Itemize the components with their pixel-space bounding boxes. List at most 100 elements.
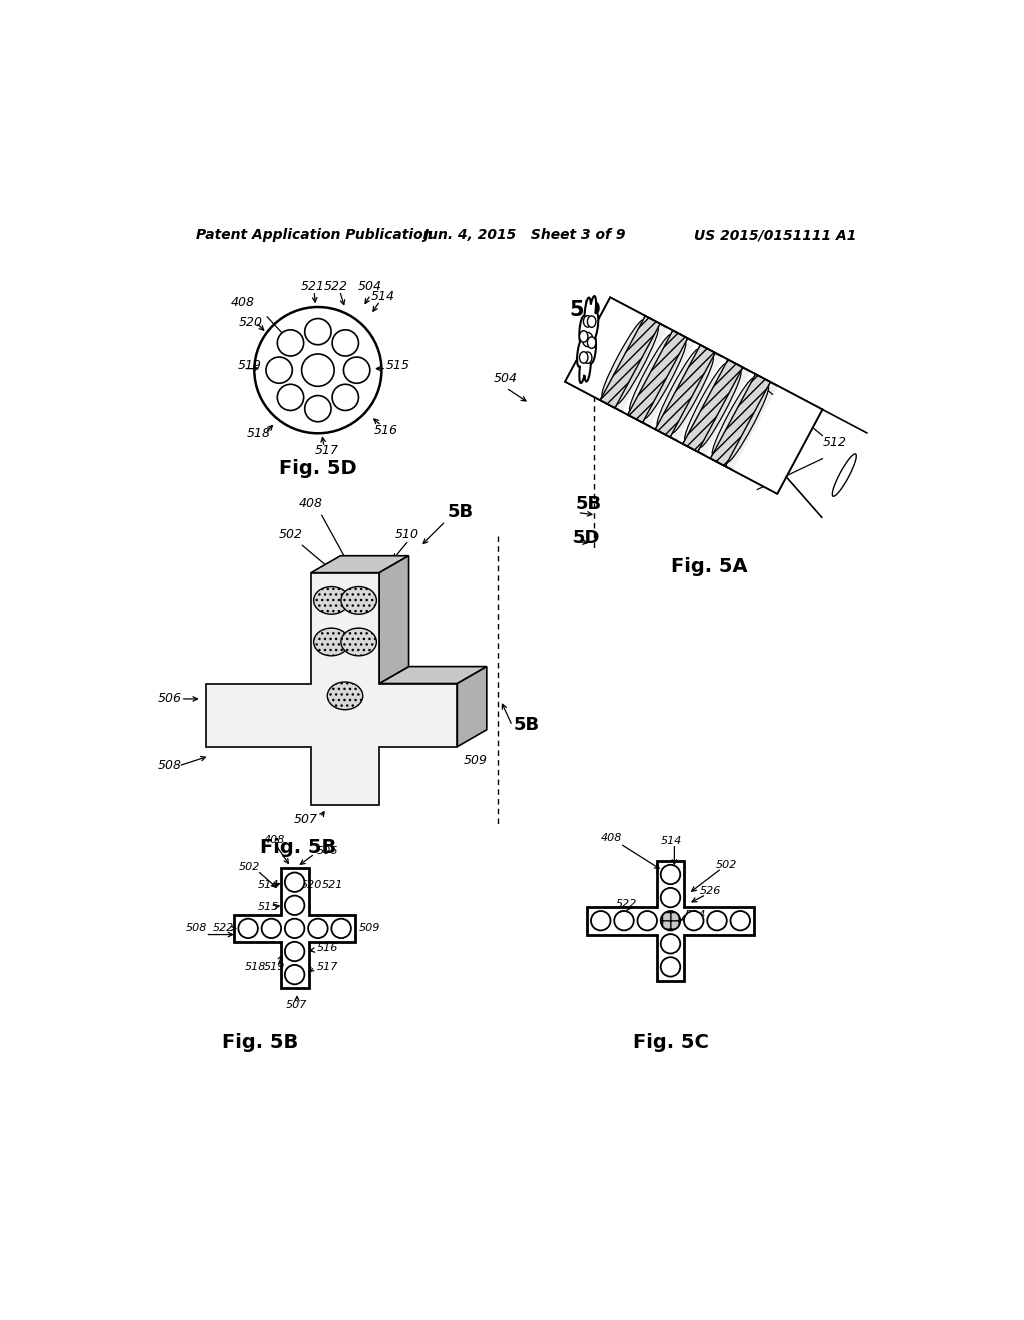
Polygon shape	[600, 315, 660, 408]
Circle shape	[305, 396, 331, 422]
Ellipse shape	[657, 350, 698, 425]
Text: 504: 504	[358, 280, 382, 293]
Circle shape	[730, 911, 750, 931]
Ellipse shape	[685, 364, 726, 440]
Polygon shape	[206, 573, 458, 805]
Polygon shape	[711, 374, 770, 466]
Text: 521: 521	[322, 880, 343, 890]
Text: 5D: 5D	[569, 300, 602, 321]
Circle shape	[278, 330, 304, 356]
Text: 504: 504	[494, 372, 518, 384]
Text: 516: 516	[374, 424, 397, 437]
Circle shape	[660, 888, 680, 907]
Polygon shape	[733, 385, 822, 494]
Text: 408: 408	[263, 834, 285, 845]
Ellipse shape	[580, 331, 588, 342]
Polygon shape	[379, 667, 486, 684]
Text: Fig. 5B: Fig. 5B	[221, 1032, 298, 1052]
Text: 508: 508	[158, 759, 181, 772]
Ellipse shape	[672, 356, 714, 433]
Polygon shape	[311, 556, 409, 573]
Text: 506: 506	[158, 693, 181, 705]
Text: 514: 514	[371, 289, 394, 302]
Ellipse shape	[699, 371, 741, 447]
Ellipse shape	[833, 454, 856, 496]
Text: 522: 522	[213, 924, 234, 933]
Ellipse shape	[602, 319, 643, 396]
Circle shape	[239, 919, 258, 939]
Circle shape	[278, 384, 304, 411]
Text: 408: 408	[299, 496, 323, 510]
Polygon shape	[587, 861, 755, 981]
Ellipse shape	[584, 352, 592, 363]
Text: Fig. 5A: Fig. 5A	[671, 557, 748, 576]
Text: 520: 520	[239, 315, 263, 329]
Text: US 2015/0151111 A1: US 2015/0151111 A1	[694, 228, 856, 243]
Circle shape	[302, 354, 334, 387]
Text: 522: 522	[616, 899, 638, 908]
Polygon shape	[565, 297, 822, 494]
Ellipse shape	[580, 351, 588, 363]
Text: 519: 519	[238, 359, 261, 372]
Ellipse shape	[341, 586, 377, 614]
Polygon shape	[711, 374, 770, 466]
Text: 508: 508	[186, 924, 208, 933]
Polygon shape	[678, 356, 727, 444]
Text: 520: 520	[301, 880, 323, 890]
Circle shape	[684, 911, 703, 931]
Polygon shape	[623, 327, 672, 414]
Polygon shape	[628, 330, 688, 422]
Circle shape	[660, 865, 680, 884]
Circle shape	[285, 941, 304, 961]
Text: 518: 518	[245, 962, 266, 972]
Circle shape	[285, 873, 304, 892]
Text: 502: 502	[716, 861, 737, 870]
Text: Fig. 5C: Fig. 5C	[633, 1032, 709, 1052]
Circle shape	[614, 911, 634, 931]
Ellipse shape	[727, 387, 769, 462]
Polygon shape	[458, 667, 486, 747]
Ellipse shape	[630, 334, 671, 411]
Text: 517: 517	[316, 962, 338, 972]
Circle shape	[660, 935, 680, 953]
Text: 506: 506	[316, 846, 338, 857]
Polygon shape	[655, 345, 715, 437]
Polygon shape	[578, 296, 598, 383]
Polygon shape	[655, 345, 715, 437]
Polygon shape	[379, 556, 409, 684]
Polygon shape	[683, 359, 742, 451]
Circle shape	[266, 358, 292, 383]
Circle shape	[308, 919, 328, 939]
Polygon shape	[600, 315, 660, 408]
Text: 526: 526	[700, 887, 721, 896]
Text: 512: 512	[822, 436, 847, 449]
Text: 5B: 5B	[514, 715, 540, 734]
Text: 510: 510	[394, 528, 419, 541]
Circle shape	[261, 919, 282, 939]
Circle shape	[254, 308, 381, 433]
Ellipse shape	[588, 315, 596, 327]
Ellipse shape	[644, 342, 686, 418]
Text: 5D: 5D	[572, 529, 600, 548]
Text: 518: 518	[247, 426, 270, 440]
Circle shape	[332, 330, 358, 356]
Text: 408: 408	[231, 296, 255, 309]
Text: 524: 524	[684, 909, 706, 920]
Ellipse shape	[616, 327, 658, 404]
Text: 5B: 5B	[575, 495, 602, 512]
Text: 502: 502	[239, 862, 260, 871]
Text: 502: 502	[280, 528, 303, 541]
Text: 516: 516	[316, 944, 338, 953]
Ellipse shape	[584, 315, 592, 327]
Polygon shape	[706, 371, 755, 458]
Text: 514: 514	[662, 836, 683, 846]
Ellipse shape	[588, 337, 596, 348]
Circle shape	[285, 965, 304, 985]
Text: Fig. 5B: Fig. 5B	[260, 838, 337, 857]
Text: 507: 507	[294, 813, 317, 825]
Polygon shape	[234, 869, 355, 989]
Polygon shape	[628, 330, 688, 422]
Text: Jun. 4, 2015   Sheet 3 of 9: Jun. 4, 2015 Sheet 3 of 9	[424, 228, 626, 243]
Text: 522: 522	[324, 280, 348, 293]
Polygon shape	[565, 297, 644, 400]
